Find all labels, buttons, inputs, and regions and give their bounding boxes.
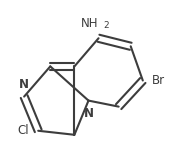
Text: NH: NH [81, 17, 98, 30]
Text: 2: 2 [104, 21, 109, 30]
Text: Br: Br [152, 74, 165, 87]
Text: Cl: Cl [17, 124, 29, 137]
Text: N: N [83, 107, 94, 120]
Text: N: N [19, 78, 29, 91]
